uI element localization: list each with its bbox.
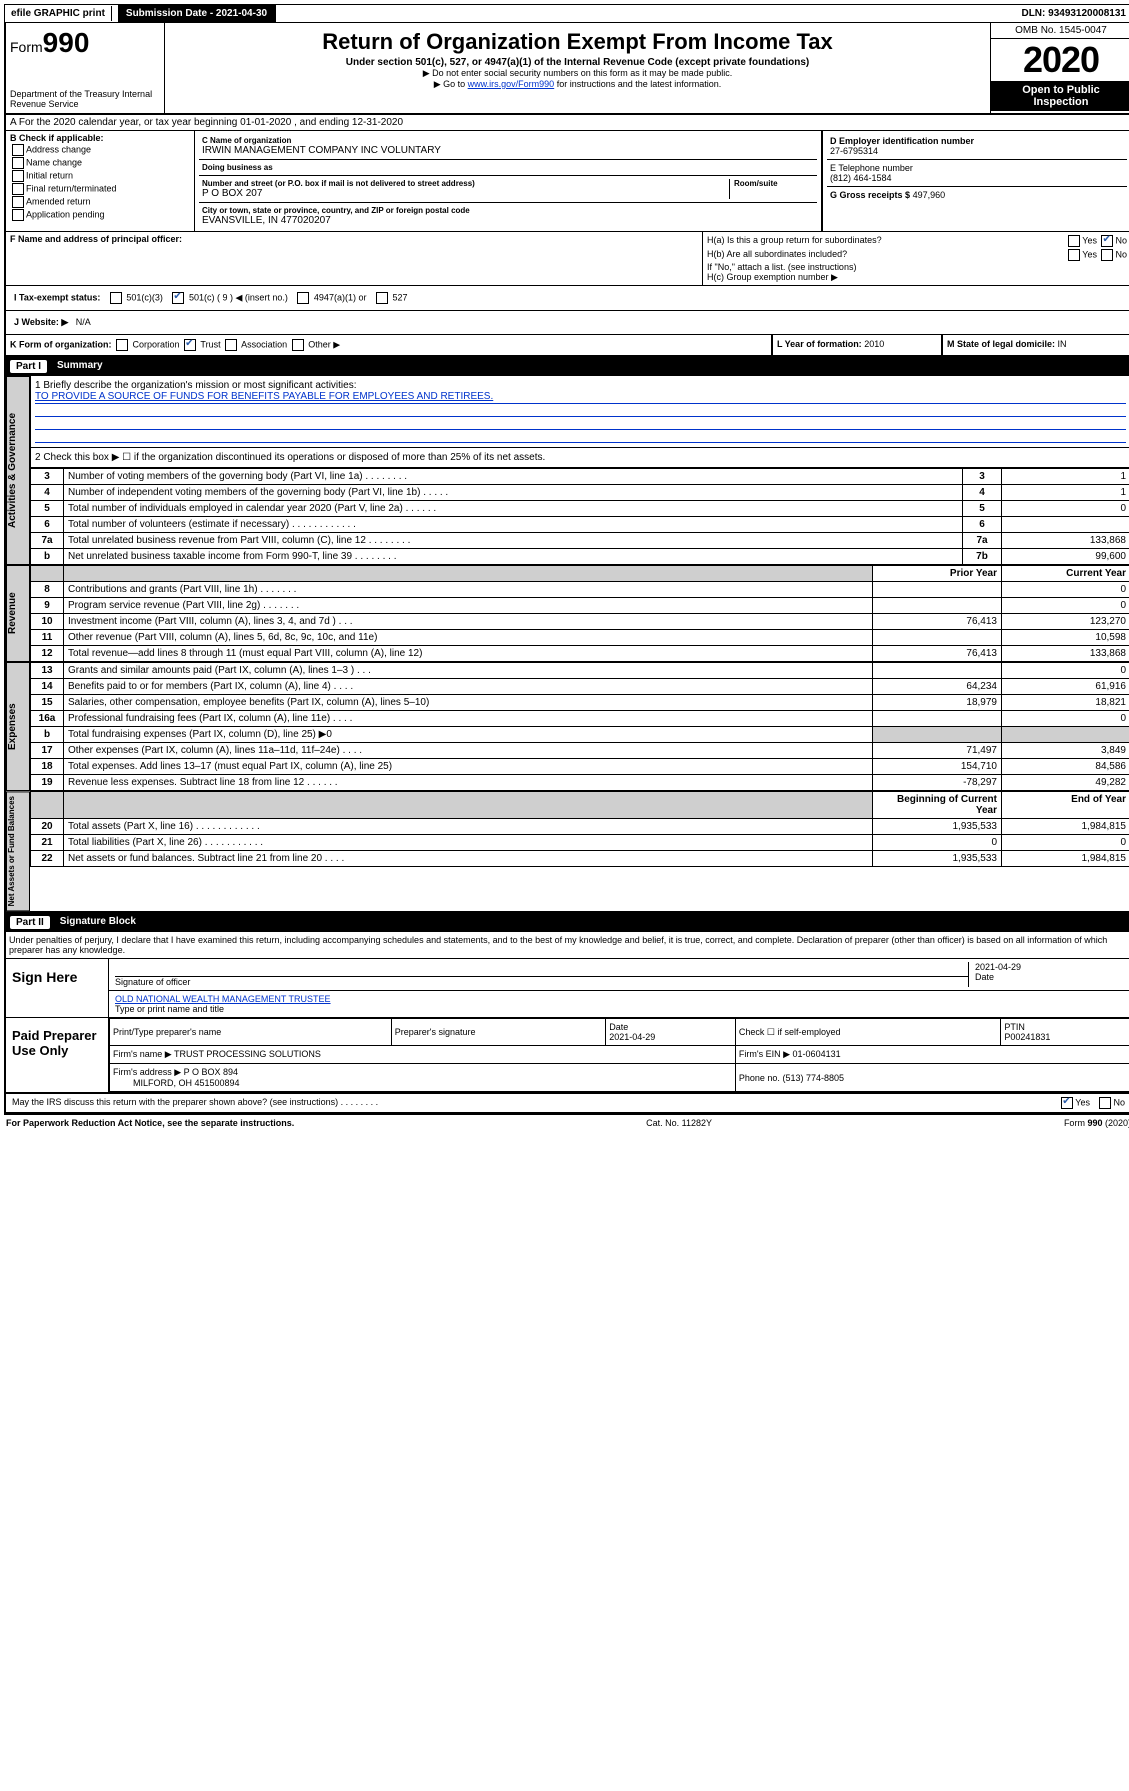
table-row: 14Benefits paid to or for members (Part … bbox=[31, 679, 1129, 695]
open-inspection: Open to Public Inspection bbox=[991, 81, 1129, 111]
irs-link[interactable]: www.irs.gov/Form990 bbox=[468, 79, 555, 89]
form-title: Return of Organization Exempt From Incom… bbox=[169, 29, 986, 55]
signature-block: Sign Here Signature of officer 2021-04-2… bbox=[4, 958, 1129, 1114]
perjury-text: Under penalties of perjury, I declare th… bbox=[4, 932, 1129, 958]
table-row: 11Other revenue (Part VIII, column (A), … bbox=[31, 630, 1129, 646]
submission-date-btn[interactable]: Submission Date - 2021-04-30 bbox=[118, 5, 276, 22]
part1-header: Part I Summary bbox=[4, 357, 1129, 376]
table-row: 20Total assets (Part X, line 16) . . . .… bbox=[31, 819, 1129, 835]
table-row: 5Total number of individuals employed in… bbox=[31, 501, 1129, 517]
org-info-block: B Check if applicable: Address change Na… bbox=[4, 131, 1129, 232]
org-address: P O BOX 207 bbox=[202, 188, 729, 199]
note-link: ▶ Go to www.irs.gov/Form990 for instruct… bbox=[169, 79, 986, 90]
tax-year: 2020 bbox=[991, 39, 1129, 81]
website-row: J Website: ▶ N/A bbox=[4, 311, 1129, 335]
note-ssn: ▶ Do not enter social security numbers o… bbox=[169, 68, 986, 79]
ein-value: 27-6795314 bbox=[830, 146, 878, 156]
table-row: 16aProfessional fundraising fees (Part I… bbox=[31, 711, 1129, 727]
table-row: 18Total expenses. Add lines 13–17 (must … bbox=[31, 759, 1129, 775]
governance-section: Activities & Governance 1 Briefly descri… bbox=[4, 376, 1129, 565]
table-row: bNet unrelated business taxable income f… bbox=[31, 549, 1129, 565]
expenses-section: Expenses 13Grants and similar amounts pa… bbox=[4, 662, 1129, 791]
org-city: EVANSVILLE, IN 477020207 bbox=[202, 215, 814, 226]
table-row: 8Contributions and grants (Part VIII, li… bbox=[31, 582, 1129, 598]
table-row: 17Other expenses (Part IX, column (A), l… bbox=[31, 743, 1129, 759]
paid-preparer-table: Print/Type preparer's name Preparer's si… bbox=[109, 1018, 1129, 1092]
dln-label: DLN: 93493120008131 bbox=[1015, 6, 1129, 21]
table-row: 19Revenue less expenses. Subtract line 1… bbox=[31, 775, 1129, 791]
form-number: Form990 bbox=[10, 27, 160, 59]
table-row: 15Salaries, other compensation, employee… bbox=[31, 695, 1129, 711]
table-row: 21Total liabilities (Part X, line 26) . … bbox=[31, 835, 1129, 851]
efile-label: efile GRAPHIC print bbox=[5, 6, 112, 21]
table-row: 4Number of independent voting members of… bbox=[31, 485, 1129, 501]
top-bar: efile GRAPHIC print Submission Date - 20… bbox=[4, 4, 1129, 23]
name-address-column: C Name of organization IRWIN MANAGEMENT … bbox=[195, 131, 822, 231]
omb-number: OMB No. 1545-0047 bbox=[991, 23, 1129, 39]
form-org-row: K Form of organization: Corporation Trus… bbox=[4, 335, 1129, 357]
form-subtitle: Under section 501(c), 527, or 4947(a)(1)… bbox=[169, 57, 986, 68]
table-row: 13Grants and similar amounts paid (Part … bbox=[31, 663, 1129, 679]
table-row: 7aTotal unrelated business revenue from … bbox=[31, 533, 1129, 549]
org-name: IRWIN MANAGEMENT COMPANY INC VOLUNTARY bbox=[202, 145, 814, 156]
table-row: 9Program service revenue (Part VIII, lin… bbox=[31, 598, 1129, 614]
dept-label: Department of the Treasury Internal Reve… bbox=[10, 89, 160, 109]
part2-header: Part II Signature Block bbox=[4, 913, 1129, 932]
mission-text: TO PROVIDE A SOURCE OF FUNDS FOR BENEFIT… bbox=[35, 391, 1126, 404]
table-row: 22Net assets or fund balances. Subtract … bbox=[31, 851, 1129, 867]
ein-phone-column: D Employer identification number 27-6795… bbox=[822, 131, 1129, 231]
table-row: 12Total revenue—add lines 8 through 11 (… bbox=[31, 646, 1129, 662]
phone-value: (812) 464-1584 bbox=[830, 173, 892, 183]
table-row: 3Number of voting members of the governi… bbox=[31, 469, 1129, 485]
section-a: A For the 2020 calendar year, or tax yea… bbox=[6, 115, 1129, 130]
netassets-section: Net Assets or Fund Balances Beginning of… bbox=[4, 791, 1129, 913]
table-row: 10Investment income (Part VIII, column (… bbox=[31, 614, 1129, 630]
form-header: Form990 Department of the Treasury Inter… bbox=[4, 23, 1129, 115]
officer-group-block: F Name and address of principal officer:… bbox=[4, 232, 1129, 286]
table-row: 6Total number of volunteers (estimate if… bbox=[31, 517, 1129, 533]
checkbox-column: B Check if applicable: Address change Na… bbox=[6, 131, 195, 231]
officer-name[interactable]: OLD NATIONAL WEALTH MANAGEMENT TRUSTEE bbox=[115, 994, 331, 1004]
gross-receipts: 497,960 bbox=[913, 190, 946, 200]
page-footer: For Paperwork Reduction Act Notice, see … bbox=[4, 1114, 1129, 1131]
table-row: bTotal fundraising expenses (Part IX, co… bbox=[31, 727, 1129, 743]
revenue-section: Revenue Prior Year Current Year 8Contrib… bbox=[4, 565, 1129, 662]
tax-exempt-row: I Tax-exempt status: 501(c)(3) 501(c) ( … bbox=[4, 286, 1129, 311]
